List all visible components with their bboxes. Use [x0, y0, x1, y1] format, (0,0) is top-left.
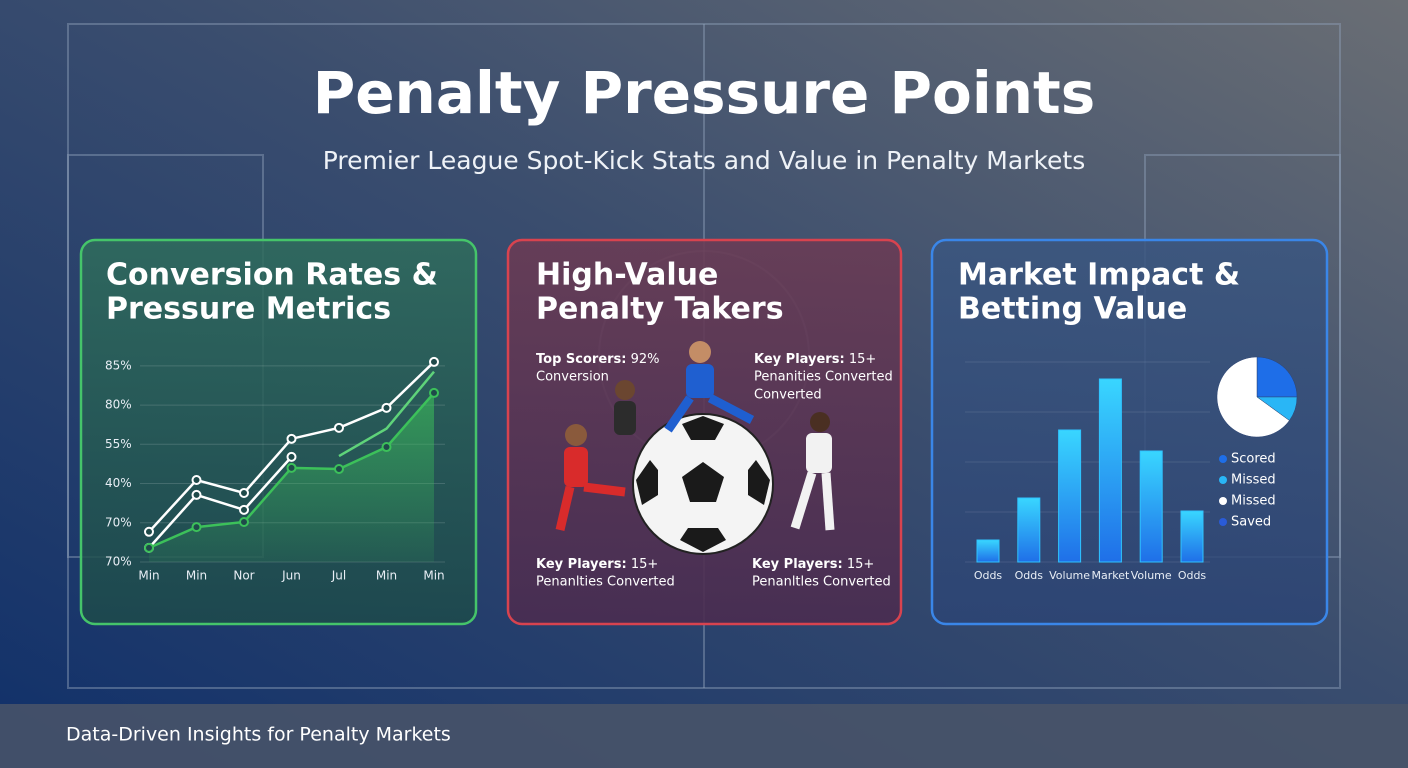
- x-tick-label: Jul: [331, 569, 346, 583]
- x-tick-label: Min: [423, 569, 444, 583]
- point: [144, 542, 154, 553]
- player-label: Penanlties Converted: [536, 575, 675, 590]
- point: [239, 504, 249, 515]
- point: [239, 487, 249, 498]
- point: [286, 433, 297, 444]
- title: Penalty Pressure Points: [313, 59, 1096, 127]
- point: [239, 516, 249, 527]
- y-tick-label: 80%: [105, 398, 132, 412]
- point: [429, 387, 439, 398]
- x-tick-label: Min: [376, 569, 397, 583]
- panel-title: Market Impact &: [958, 258, 1240, 293]
- footer: Data-Driven Insights for Penalty Markets: [66, 724, 451, 746]
- player-label: Key Players: 15+: [536, 557, 658, 572]
- label-text: 15+: [847, 557, 874, 572]
- x-tick-label: Nor: [233, 569, 254, 583]
- bar: [1139, 450, 1163, 563]
- panel-title: Pressure Metrics: [106, 292, 391, 327]
- x-tick-label: Odds: [1015, 569, 1044, 582]
- x-tick-label: Volume: [1049, 569, 1090, 582]
- y-tick-label: 55%: [105, 437, 132, 451]
- point: [286, 462, 297, 473]
- point: [429, 356, 439, 367]
- y-tick-label: 85%: [105, 358, 132, 372]
- legend-label: Scored: [1231, 452, 1276, 467]
- player-label: Key Players: 15+: [754, 352, 876, 367]
- pie-slice: [1216, 356, 1290, 438]
- y-tick-label: 70%: [105, 515, 132, 529]
- x-tick-label: Volume: [1131, 569, 1172, 582]
- bar: [1058, 429, 1082, 563]
- player-label: Penanltles Converted: [752, 575, 891, 590]
- point: [334, 422, 344, 433]
- pie-slice: [1256, 356, 1298, 398]
- y-tick-label: 40%: [105, 476, 132, 490]
- bar: [976, 539, 1000, 563]
- x-tick-label: Odds: [1178, 569, 1207, 582]
- panel-title: Penalty Takers: [536, 292, 784, 327]
- legend-swatch: [1219, 476, 1227, 484]
- player-label: Top Scorers: 92%: [536, 352, 660, 367]
- x-tick-label: Jun: [281, 569, 301, 583]
- panel-title: Conversion Rates &: [106, 258, 438, 293]
- legend-swatch: [1219, 497, 1227, 505]
- legend-swatch: [1219, 455, 1227, 463]
- label-strong: Key Players:: [752, 557, 843, 572]
- point: [191, 489, 202, 500]
- point: [191, 475, 202, 486]
- point: [381, 402, 392, 413]
- ball-illustration: [555, 341, 835, 555]
- legend-label: Missed: [1231, 494, 1276, 509]
- label-strong: Top Scorers:: [536, 352, 626, 367]
- point: [381, 442, 392, 453]
- panel-title: High-Value: [536, 258, 718, 293]
- player-label: Conversion: [536, 370, 609, 385]
- line: [148, 456, 293, 549]
- label-strong: Key Players:: [536, 557, 627, 572]
- panel-title: Betting Value: [958, 292, 1187, 327]
- bar: [1180, 510, 1204, 563]
- label-text: 15+: [849, 352, 876, 367]
- x-tick-label: Min: [138, 569, 159, 583]
- subtitle: Premier League Spot-Kick Stats and Value…: [323, 146, 1086, 175]
- legend-swatch: [1219, 518, 1227, 526]
- y-tick-label: 70%: [105, 555, 132, 569]
- player-label: Converted: [754, 388, 822, 403]
- x-tick-label: Market: [1091, 569, 1129, 582]
- bar: [1098, 378, 1122, 563]
- label-text: 92%: [631, 352, 660, 367]
- footer-bar: [0, 704, 1408, 768]
- point: [334, 464, 344, 475]
- x-tick-label: Odds: [974, 569, 1003, 582]
- label-text: 15+: [631, 557, 658, 572]
- point: [144, 526, 154, 537]
- player-label: Key Players: 15+: [752, 557, 874, 572]
- player-label: Penanities Converted: [754, 370, 893, 385]
- bar: [1017, 497, 1041, 563]
- legend-label: Missed: [1231, 473, 1276, 488]
- legend-label: Saved: [1231, 515, 1271, 530]
- x-tick-label: Min: [186, 569, 207, 583]
- line: [338, 370, 435, 458]
- point: [286, 451, 297, 462]
- label-strong: Key Players:: [754, 352, 845, 367]
- area: [149, 392, 434, 562]
- point: [191, 522, 202, 533]
